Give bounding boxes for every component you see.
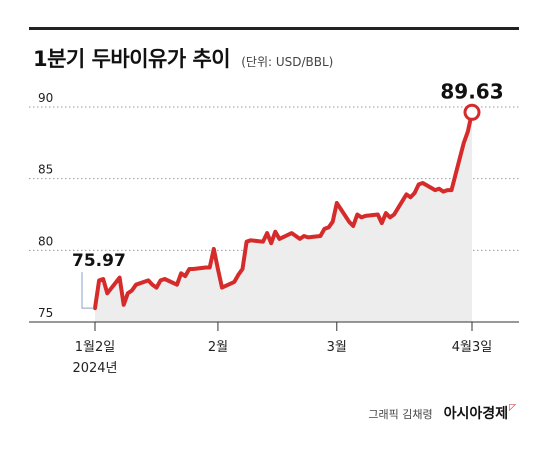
x-tick-label: 3월 — [327, 340, 347, 355]
x-tick-sublabel: 2024년 — [72, 361, 117, 376]
x-tick-label: 2월 — [208, 340, 228, 355]
area-fill — [95, 112, 472, 322]
x-tick-label: 1월2일 — [75, 340, 115, 355]
brand-logo: 아시아경제 — [443, 406, 509, 422]
annotation-layer: 75.97 89.63 — [72, 79, 504, 309]
x-tick-label: 4월3일 — [452, 340, 492, 355]
start-value-bracket — [81, 272, 94, 309]
chart-header: 1분기 두바이유가 추이 (단위: USD/BBL) — [33, 43, 333, 73]
y-tick-label: 80 — [38, 234, 53, 248]
axis-layer: 75 80 85 90 1월2일 2024년 2월 3월 4월3일 — [29, 91, 519, 376]
chart-title: 1분기 두바이유가 추이 — [33, 47, 231, 71]
start-value-label: 75.97 — [72, 251, 126, 271]
end-value-label: 89.63 — [440, 79, 503, 103]
end-point-marker — [463, 103, 481, 121]
footer-credit: 그래픽 김채령 아시아경제◸ — [368, 403, 516, 423]
y-tick-label: 85 — [38, 163, 53, 177]
y-tick-label: 90 — [38, 91, 53, 105]
brand-mark-icon: ◸ — [509, 403, 516, 413]
price-line — [93, 110, 474, 311]
graphic-credit: 그래픽 김채령 — [368, 408, 433, 421]
y-tick-label: 75 — [38, 306, 53, 320]
top-rule — [29, 27, 519, 30]
unit-label: (단위: USD/BBL) — [241, 55, 334, 69]
